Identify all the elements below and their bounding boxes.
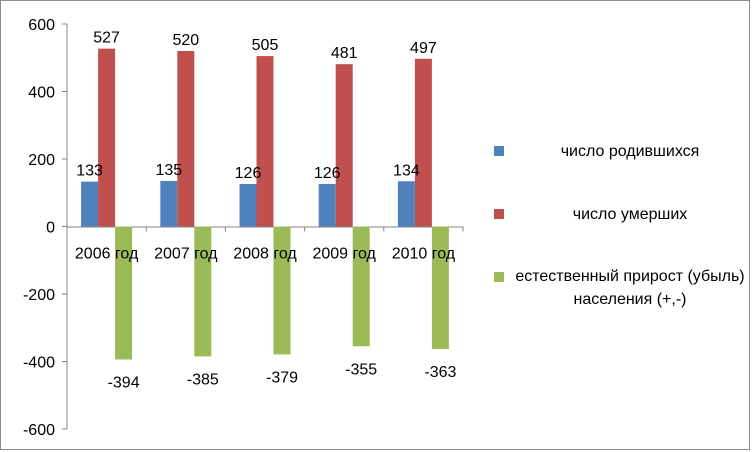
y-tick-label: 400 bbox=[28, 85, 55, 102]
bar-series-1-0 bbox=[98, 48, 116, 227]
bar-series-0-2 bbox=[239, 183, 257, 227]
data-label: -394 bbox=[108, 374, 140, 391]
legend-label-natural-growth: естественный прирост (убыль) населения (… bbox=[515, 268, 745, 308]
bar-series-1-2 bbox=[256, 56, 274, 227]
bar-series-2-0 bbox=[115, 226, 133, 360]
bar-series-2-2 bbox=[273, 226, 291, 355]
category-label: 2010 год bbox=[392, 246, 456, 263]
legend-swatch-births bbox=[494, 146, 504, 156]
data-label: 126 bbox=[314, 165, 341, 182]
category-label: 2009 год bbox=[312, 246, 376, 263]
y-axis-ticks: 600 400 200 0 -200 -400 -600 bbox=[23, 17, 67, 439]
bar-series-0-1 bbox=[160, 180, 178, 227]
bar-series-0-4 bbox=[397, 181, 415, 227]
legend-swatch-deaths bbox=[494, 209, 504, 219]
y-tick-label: -600 bbox=[23, 422, 55, 439]
data-label: 527 bbox=[93, 30, 120, 47]
bar-series-0-0 bbox=[81, 181, 99, 227]
category-label: 2006 год bbox=[75, 246, 139, 263]
data-label: 497 bbox=[410, 40, 437, 57]
data-label: 126 bbox=[235, 165, 262, 182]
bar-series-1-3 bbox=[335, 64, 353, 227]
bars-group bbox=[81, 48, 449, 360]
y-tick-label: -200 bbox=[23, 287, 55, 304]
data-label: 481 bbox=[331, 45, 358, 62]
y-tick-label: 200 bbox=[28, 152, 55, 169]
bar-series-1-4 bbox=[414, 58, 432, 227]
legend-label-deaths: число умерших bbox=[572, 206, 688, 223]
y-tick-label: 0 bbox=[46, 220, 55, 237]
data-label: 135 bbox=[155, 162, 182, 179]
y-tick-label: -400 bbox=[23, 355, 55, 372]
data-label: 520 bbox=[172, 32, 199, 49]
category-label: 2007 год bbox=[154, 246, 218, 263]
data-label: 133 bbox=[76, 163, 103, 180]
data-label: -385 bbox=[187, 371, 219, 388]
bar-series-1-1 bbox=[177, 51, 195, 227]
data-labels-group: 133 527 -394 135 520 -385 126 505 -379 126 481 -355… bbox=[76, 30, 456, 392]
category-labels-group: 2006 год 2007 год 2008 год 2009 год 2010 год bbox=[75, 246, 456, 263]
data-label: -379 bbox=[266, 369, 298, 386]
data-label: -355 bbox=[345, 361, 377, 378]
bar-series-2-4 bbox=[431, 226, 449, 350]
legend-label-births: число родившихся bbox=[560, 143, 700, 160]
data-label: 134 bbox=[393, 162, 420, 179]
data-label: 505 bbox=[252, 37, 279, 54]
data-label: -363 bbox=[424, 364, 456, 381]
bar-series-0-3 bbox=[318, 183, 336, 227]
bar-series-2-1 bbox=[194, 226, 212, 357]
y-tick-label: 600 bbox=[28, 17, 55, 34]
legend-swatch-natural-growth bbox=[494, 272, 504, 282]
category-label: 2008 год bbox=[233, 246, 297, 263]
bar-series-2-3 bbox=[352, 226, 370, 347]
